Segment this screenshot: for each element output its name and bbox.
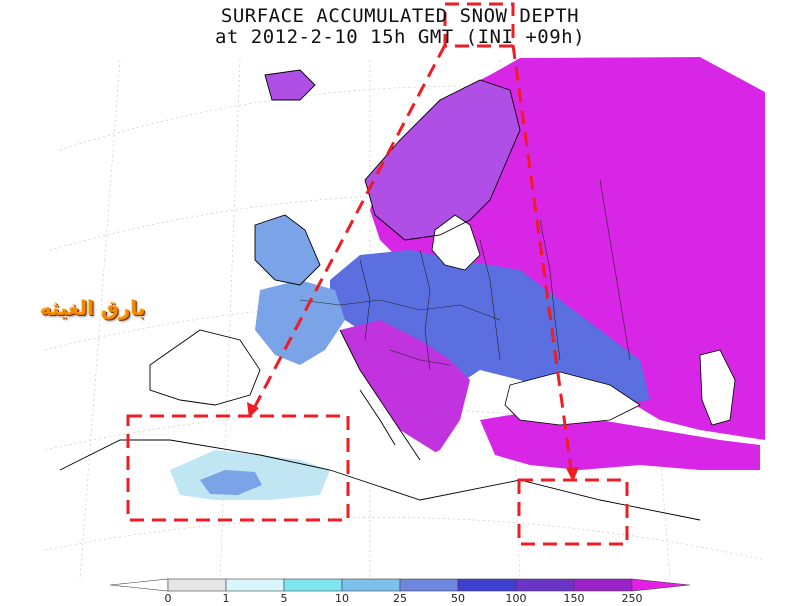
watermark-logo: بارق الغيثه bbox=[40, 296, 146, 320]
title-line-1: SURFACE ACCUMULATED SNOW DEPTH bbox=[220, 5, 580, 27]
snow-area-iceland bbox=[265, 70, 315, 100]
colorbar-tick-label: 150 bbox=[563, 592, 585, 605]
title-line-2: at 2012-2-10 15h GMT (INI +09h) bbox=[214, 26, 586, 48]
colorbar-seg-3 bbox=[283, 578, 343, 592]
colorbar-seg-8 bbox=[573, 578, 633, 592]
colorbar-tick-label: 1 bbox=[222, 592, 230, 605]
map-title: SURFACE ACCUMULATED SNOW DEPTH at 2012-2… bbox=[0, 6, 800, 48]
coastlines bbox=[59, 69, 701, 521]
north-africa-highlight-box bbox=[126, 414, 350, 522]
colorbar-seg-1 bbox=[167, 578, 227, 592]
snow-area-uk bbox=[255, 215, 320, 285]
snow-area-balkans bbox=[340, 320, 470, 460]
snow-area-scandinavia bbox=[365, 80, 520, 240]
annotations bbox=[126, 2, 629, 546]
arrow-head-right bbox=[566, 467, 579, 482]
arrow-heads bbox=[247, 402, 579, 482]
colorbar-tick-label: 100 bbox=[505, 592, 527, 605]
colorbar-tick-label: 50 bbox=[451, 592, 465, 605]
arrow-head-left bbox=[247, 402, 259, 418]
baltic-sea bbox=[431, 214, 481, 271]
colorbar-seg-4 bbox=[341, 578, 401, 592]
colorbar-right-tip bbox=[631, 578, 691, 592]
black-sea bbox=[504, 371, 641, 426]
colorbar-seg-2 bbox=[225, 578, 285, 592]
colorbar-tick-label: 5 bbox=[280, 592, 288, 605]
colorbar-seg-7 bbox=[515, 578, 575, 592]
snow-area-atlas-core bbox=[200, 470, 262, 495]
title-highlight-box bbox=[443, 2, 515, 48]
colorbar bbox=[109, 578, 691, 592]
colorbar-tick-label: 25 bbox=[393, 592, 407, 605]
arrow-line-left bbox=[250, 44, 447, 413]
colorbar-tick-label: 250 bbox=[621, 592, 643, 605]
colorbar-seg-5 bbox=[399, 578, 459, 592]
colorbar-tick-label: 10 bbox=[335, 592, 349, 605]
caspian-sea bbox=[699, 349, 736, 426]
mediterranean-sea bbox=[255, 380, 560, 505]
arrow-line-right bbox=[511, 44, 574, 477]
colorbar-left-tip bbox=[109, 578, 169, 592]
colorbar-tick-label: 0 bbox=[164, 592, 172, 605]
country-borders bbox=[299, 179, 631, 371]
snow-area-turkey bbox=[480, 410, 760, 470]
colorbar-labels: 0 1 5 10 25 50 100 150 250 bbox=[0, 592, 800, 606]
colorbar-seg-6 bbox=[457, 578, 517, 592]
